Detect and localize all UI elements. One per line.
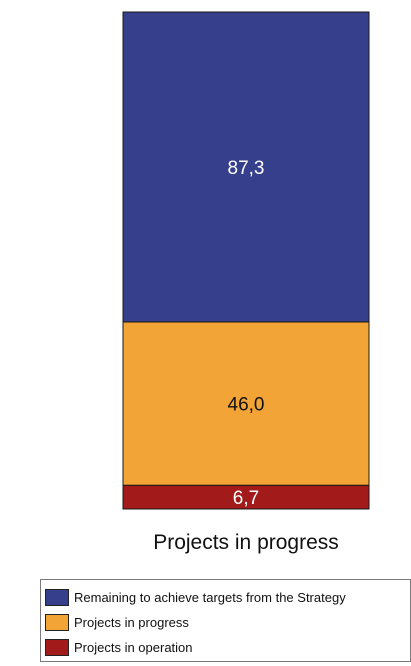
legend-label-in-operation: Projects in operation <box>74 640 193 655</box>
stacked-bar: 6,7 46,0 87,3 <box>122 11 370 510</box>
legend-swatch-in-operation <box>45 639 69 656</box>
legend-item-in-progress: Projects in progress <box>45 610 406 635</box>
data-label-remaining-to-achieve-targets-from-the-strategy: 87,3 <box>228 158 265 179</box>
category-label: Projects in progress <box>153 531 339 554</box>
legend-label-remaining: Remaining to achieve targets from the St… <box>74 590 346 605</box>
legend-item-remaining: Remaining to achieve targets from the St… <box>45 585 406 610</box>
legend: Remaining to achieve targets from the St… <box>40 579 411 662</box>
legend-item-in-operation: Projects in operation <box>45 635 406 660</box>
data-label-projects-in-progress: 46,0 <box>228 395 265 416</box>
legend-label-in-progress: Projects in progress <box>74 615 189 630</box>
legend-swatch-in-progress <box>45 614 69 631</box>
bar-segment-projects-in-progress <box>122 321 370 486</box>
data-label-projects-in-operation: 6,7 <box>233 488 259 509</box>
legend-swatch-remaining <box>45 589 69 606</box>
bar-segment-remaining-to-achieve-targets-from-the-strategy <box>122 11 370 323</box>
